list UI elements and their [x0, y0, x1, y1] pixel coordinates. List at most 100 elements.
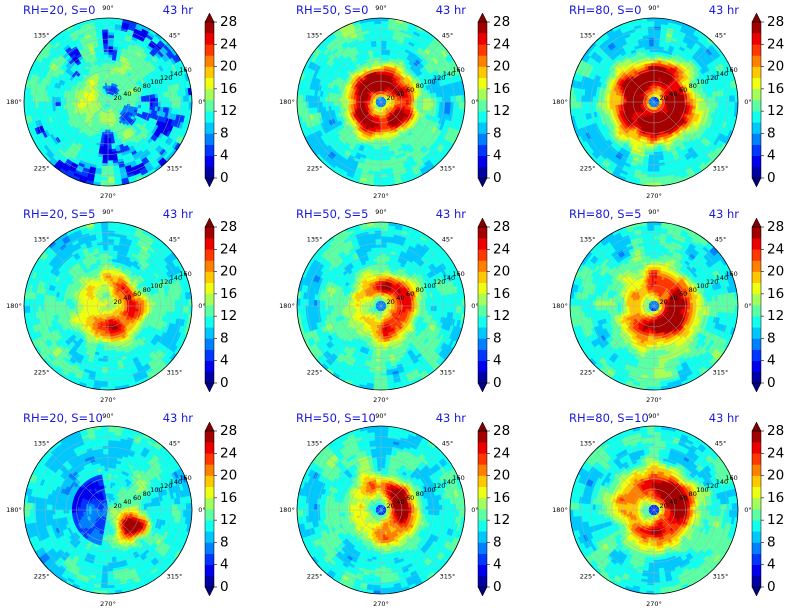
- radial-tick-label: 20: [387, 94, 395, 102]
- angle-tick-label: 270°: [100, 192, 116, 200]
- colorbar-tick-label: 24: [493, 36, 510, 52]
- colorbar-tick-label: 16: [220, 81, 237, 97]
- colorbar-tick-label: 0: [493, 170, 502, 186]
- field-cell: [146, 101, 151, 106]
- field-cell: [71, 98, 75, 103]
- colorbar-segment: [478, 88, 487, 101]
- panel-time: 43 hr: [436, 3, 467, 17]
- colorbar-segment: [478, 144, 487, 157]
- field-cell: [377, 59, 382, 64]
- field-cell: [377, 140, 382, 145]
- angle-tick-label: 180°: [6, 98, 22, 106]
- field-cell: [104, 132, 109, 136]
- colorbar-segment: [205, 122, 214, 134]
- radial-tick-label: 40: [396, 90, 404, 98]
- field-cell: [107, 76, 111, 81]
- colorbar-tick-label: 16: [493, 81, 510, 97]
- field-cell: [380, 59, 385, 64]
- field-cell: [349, 98, 354, 103]
- field-cell: [141, 101, 145, 106]
- field-cell: [380, 73, 384, 78]
- colorbar-segment: [478, 166, 487, 179]
- field-cell: [670, 101, 674, 105]
- field-cell: [107, 137, 112, 142]
- radial-tick-label: 60: [406, 86, 414, 94]
- colorbar-tick-label: 28: [493, 14, 510, 30]
- angle-tick-label: 0°: [198, 98, 205, 106]
- field-cell: [68, 98, 73, 103]
- panel-title: RH=20, S=0: [23, 3, 95, 17]
- field-cell: [104, 129, 109, 134]
- field-cell: [355, 99, 360, 103]
- field-cell: [380, 65, 385, 69]
- colorbar-segment: [478, 111, 487, 123]
- field-cell: [135, 101, 140, 106]
- colorbar-segment: [205, 88, 214, 101]
- colorbar-segment: [478, 55, 487, 67]
- angle-tick-label: 90°: [375, 4, 387, 12]
- field-cell: [419, 98, 424, 103]
- panel-1: 204060801001201401600°45°90°135°180°225°…: [6, 3, 237, 200]
- field-cell: [380, 62, 385, 67]
- angle-tick-label: 225°: [34, 164, 50, 172]
- field-cell: [377, 62, 382, 67]
- colorbar-tick-label: 20: [493, 59, 510, 75]
- field-cell: [380, 70, 385, 75]
- colorbar-extend-max: [204, 12, 215, 23]
- field-cell: [347, 98, 351, 103]
- colorbar-segment: [205, 33, 214, 45]
- colorbar-segment: [205, 166, 214, 179]
- field-cell: [104, 140, 109, 145]
- colorbar-segment: [478, 22, 487, 34]
- angle-tick-label: 270°: [373, 192, 389, 200]
- field-cell: [419, 101, 424, 106]
- colorbar-segment: [205, 155, 214, 168]
- field-cell: [107, 70, 112, 75]
- colorbar-segment: [478, 66, 487, 79]
- panel-time: 43 hr: [163, 3, 194, 17]
- field-cell: [79, 99, 84, 103]
- field-cell: [341, 101, 346, 106]
- field-cell: [380, 140, 385, 145]
- colorbar-segment: [478, 155, 487, 168]
- colorbar-tick-label: 4: [220, 148, 229, 164]
- field-cell: [338, 101, 343, 106]
- field-cell: [107, 62, 112, 67]
- angle-tick-label: 180°: [279, 98, 295, 106]
- field-cell: [65, 98, 70, 103]
- angle-tick-label: 0°: [471, 98, 478, 106]
- angle-tick-label: 135°: [307, 32, 323, 40]
- field-cell: [380, 137, 385, 142]
- colorbar-segment: [478, 33, 487, 45]
- angle-tick-label: 90°: [102, 4, 114, 12]
- field-cell: [107, 68, 112, 72]
- colorbar-segment: [478, 122, 487, 134]
- field-cell: [411, 101, 415, 106]
- field-cell: [104, 135, 109, 139]
- field-cell: [107, 59, 112, 64]
- field-cell: [82, 99, 87, 103]
- colorbar-tick-label: 28: [220, 14, 237, 30]
- colorbar-segment: [205, 111, 214, 123]
- colorbar-tick-label: 20: [220, 59, 237, 75]
- angle-tick-label: 315°: [167, 164, 183, 172]
- field-cell: [377, 129, 382, 134]
- colorbar-extend-min: [204, 177, 215, 188]
- field-cell: [104, 62, 109, 67]
- field-cell: [132, 101, 137, 105]
- radial-tick-label: 160: [452, 66, 464, 74]
- field-cell: [107, 73, 111, 78]
- field-cell: [104, 137, 109, 142]
- radial-tick-label: 160: [179, 66, 191, 74]
- field-cell: [124, 101, 128, 105]
- field-cell: [378, 126, 382, 131]
- colorbar-segment: [478, 44, 487, 56]
- field-cell: [138, 101, 142, 106]
- angle-tick-label: 45°: [442, 32, 454, 40]
- field-cell: [397, 101, 401, 105]
- colorbar-segment: [478, 133, 487, 145]
- field-cell: [74, 98, 78, 103]
- field-cell: [107, 140, 112, 145]
